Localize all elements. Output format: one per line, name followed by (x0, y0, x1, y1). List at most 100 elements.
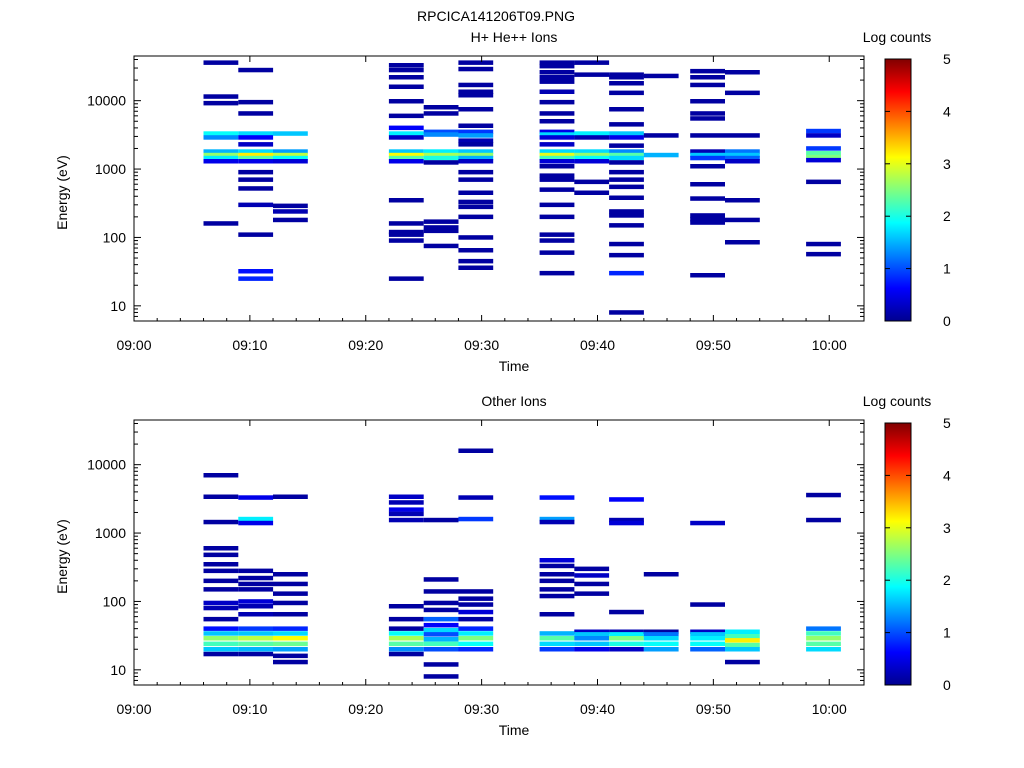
y-axis-label: Energy (eV) (54, 155, 70, 230)
heatmap-cell (806, 157, 841, 163)
y-tick-label: 100 (103, 229, 127, 245)
heatmap-cell (725, 634, 760, 639)
heatmap-cell (423, 228, 459, 234)
heatmap-cell (725, 90, 760, 96)
y-tick-label: 10000 (87, 93, 126, 109)
heatmap-cell (609, 160, 644, 165)
heatmap-cell (609, 636, 644, 641)
heatmap-cell (574, 131, 610, 136)
heatmap-cell (423, 129, 459, 135)
heatmap-cell (458, 123, 494, 128)
heatmap-cell (539, 111, 575, 116)
heatmap-cell (203, 94, 239, 99)
heatmap-cell (238, 636, 274, 641)
heatmap-cell (203, 155, 239, 161)
heatmap-cell (423, 632, 459, 637)
heatmap-cell (806, 179, 841, 185)
colorbar: 0 1 2 3 4 5 Log counts (863, 29, 951, 329)
heatmap-cell (238, 568, 274, 574)
heatmap-cell (539, 135, 575, 140)
heatmap-cell (458, 235, 494, 240)
heatmap-cell (388, 507, 424, 512)
heatmap-cell (725, 642, 760, 648)
heatmap-cell (203, 221, 239, 226)
heatmap-cell (423, 641, 459, 647)
heatmap-cell (609, 252, 644, 258)
heatmap-cell (238, 159, 274, 164)
heatmap-cell (539, 129, 575, 135)
heatmap-cell (458, 133, 494, 138)
heatmap-cell (539, 238, 575, 243)
heatmap-cell (609, 213, 644, 218)
heatmap-cell (238, 202, 274, 208)
heatmap-cell (203, 149, 239, 154)
heatmap-cell (806, 631, 841, 636)
heatmap-cell (388, 229, 424, 235)
heatmap-cell (423, 674, 459, 679)
heatmap-cell (690, 632, 725, 637)
colorbar-tick-label: 5 (943, 415, 951, 431)
heatmap-cell (203, 135, 239, 140)
heatmap-cell (458, 190, 494, 195)
heatmap-cell (273, 612, 308, 617)
heatmap-cell (539, 647, 575, 652)
heatmap-cell (574, 629, 610, 634)
heatmap-cell (539, 563, 575, 569)
y-tick-label: 1000 (95, 525, 126, 541)
heatmap-cell (273, 641, 308, 647)
heatmap-cells (203, 448, 841, 679)
heatmap-cell (539, 149, 575, 154)
heatmap-cell (725, 629, 760, 634)
heatmap-cell (273, 203, 308, 209)
heatmap-cell (458, 149, 494, 154)
heatmap-cell (806, 636, 841, 641)
heatmap-cell (238, 149, 274, 154)
heatmap-cell (458, 602, 494, 607)
x-tick-label: 09:00 (116, 337, 151, 353)
heatmap-cell (423, 152, 459, 158)
heatmap-cell (388, 651, 424, 657)
heatmap-cell (238, 599, 274, 604)
x-axis: 09:00 09:10 09:20 09:30 09:40 09:50 10:00 (116, 56, 847, 353)
heatmap-cell (458, 616, 494, 622)
heatmap-cell (690, 216, 725, 222)
heatmap-cell (203, 568, 239, 574)
heatmap-cell (203, 636, 239, 641)
x-tick-label: 09:40 (580, 337, 615, 353)
heatmap-cell (458, 89, 494, 94)
heatmap-cell (273, 600, 308, 606)
heatmap-cell (643, 133, 679, 138)
colorbar: 0 1 2 3 4 5 Log counts (863, 393, 951, 693)
heatmap-cell (203, 100, 239, 106)
heatmap-cell (690, 636, 725, 641)
heatmap-cell (690, 152, 725, 158)
heatmap-cell (423, 577, 459, 582)
heatmap-cell (458, 155, 494, 161)
heatmap-cell (273, 626, 308, 631)
colorbar-tick-label: 4 (943, 103, 951, 119)
colorbar-tick-label: 0 (943, 677, 951, 693)
heatmap-cell (203, 494, 239, 499)
heatmap-cell (423, 637, 459, 642)
heatmap-cell (238, 186, 274, 191)
heatmap-cell (238, 99, 274, 105)
heatmap-cell (609, 107, 644, 112)
heatmap-cell (203, 605, 239, 611)
heatmap-cell (388, 125, 424, 131)
heatmap-cell (203, 616, 239, 622)
heatmap-cell (609, 184, 644, 190)
heatmap-cell (458, 448, 494, 453)
panel-2: 09:00 09:10 09:20 09:30 09:40 09:50 10:00 Time 1… (54, 393, 951, 738)
heatmap-cell (423, 627, 459, 633)
heatmap-cell (423, 105, 459, 110)
heatmap-cell (458, 214, 494, 220)
heatmap-cell (238, 169, 274, 175)
heatmap-cell (238, 612, 274, 617)
heatmap-cell (690, 213, 725, 218)
heatmap-cell (203, 60, 239, 65)
heatmap-cell (574, 573, 610, 578)
heatmap-cell (423, 225, 459, 230)
heatmap-cell (238, 495, 274, 500)
heatmap-cell (574, 179, 610, 185)
heatmap-cell (273, 494, 308, 499)
